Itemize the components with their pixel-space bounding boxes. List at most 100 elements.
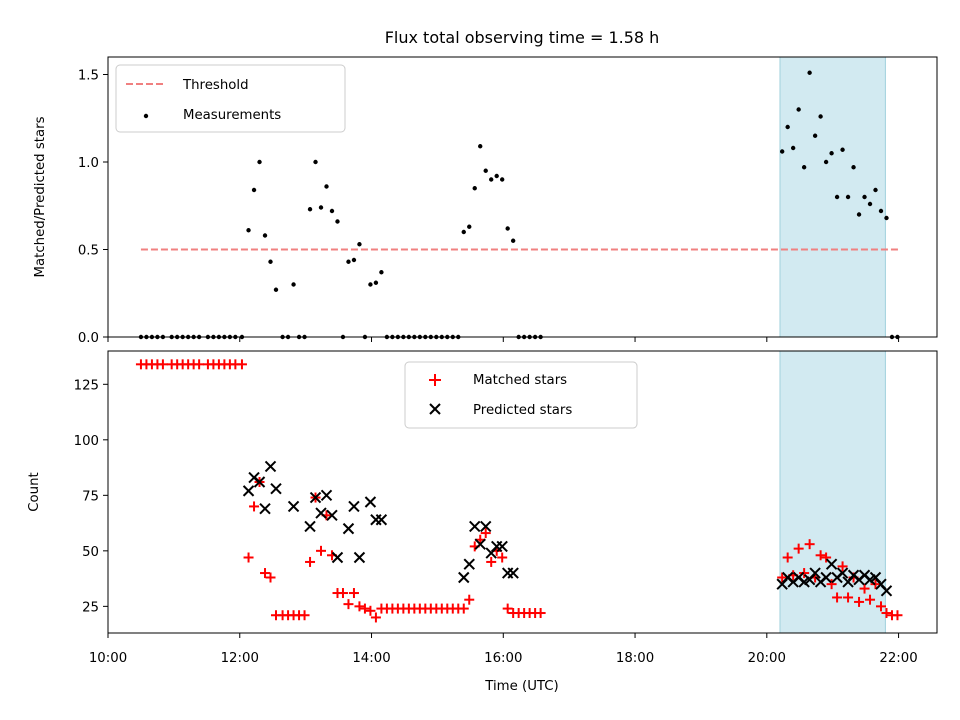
predicted-marker-b (287, 500, 300, 513)
top-legend-frame (115, 64, 346, 133)
matched-star-marker (821, 552, 832, 563)
predicted-marker-b (507, 567, 519, 579)
matched-star-marker (316, 545, 327, 556)
measurement-point (291, 282, 296, 287)
matched-star-marker (804, 539, 815, 550)
predicted-marker-b (364, 496, 377, 508)
matched-star-marker (854, 596, 865, 607)
predicted-star-marker (364, 496, 377, 508)
y-tick-label: 0.0 (78, 331, 99, 346)
predicted-marker-b (253, 476, 266, 488)
matched-star-marker (881, 608, 892, 619)
top-legend: Threshold Measurements (115, 64, 346, 133)
matched-star-marker (865, 594, 876, 605)
matched-star-marker (502, 603, 513, 614)
matched-star-marker (837, 561, 848, 572)
measurement-point (884, 215, 889, 221)
bottom-y-axis-label: Count (27, 472, 42, 512)
predicted-star-marker (507, 567, 519, 579)
matched-star-marker (843, 592, 854, 603)
measurement-point (467, 224, 472, 229)
measurement-point (873, 187, 878, 193)
predicted-marker-b (496, 540, 508, 553)
matched-star-marker (793, 543, 804, 554)
predicted-marker-b (474, 538, 486, 550)
predicted-marker-b (480, 520, 492, 533)
measurement-point (461, 229, 466, 235)
measurement-point (246, 228, 251, 233)
top-panel: 0.0 0.5 1.0 1.5 Matched/Predicted stars Thr… (33, 56, 938, 346)
measurement-point (505, 226, 510, 231)
measurement-point (823, 159, 829, 165)
predicted-marker-b (463, 558, 475, 570)
measurement-point (313, 159, 318, 165)
measurement-point (335, 219, 340, 224)
measurement-point (357, 242, 362, 247)
x-tick-label: 14:00 (352, 651, 390, 666)
measurement-point (379, 270, 384, 275)
matched-star-marker (305, 556, 316, 567)
predicted-star-marker (287, 500, 300, 513)
y-tick-label: 1.5 (78, 69, 99, 84)
predicted-star-marker (304, 520, 316, 533)
measurement-point (494, 173, 499, 179)
predicted-star-marker (242, 485, 255, 497)
x-tick-label: 10:00 (89, 651, 127, 666)
measurement-point (801, 165, 807, 170)
top-y-axis-label: Matched/Predicted stars (33, 116, 48, 277)
measurements-legend-swatch (143, 113, 149, 119)
matched-star-marker (370, 612, 381, 623)
bottom-legend: Matched stars Predicted stars (404, 361, 638, 429)
predicted-star-marker (309, 491, 322, 504)
matched-star-marker (194, 359, 205, 370)
predicted-marker-b (259, 502, 271, 515)
measurement-point (818, 114, 823, 119)
measurement-point (268, 259, 273, 264)
predicted-marker-b (880, 585, 893, 597)
matched-star-marker (832, 592, 843, 603)
predicted-marker-b (315, 507, 327, 519)
x-tick-label: 16:00 (484, 651, 522, 666)
predicted-star-marker (469, 520, 481, 533)
predicted-star-marker (315, 507, 327, 519)
matched-star-marker (260, 568, 271, 579)
matched-legend-label: Matched stars (473, 373, 567, 388)
matched-star-marker (243, 552, 254, 563)
chart-title: Flux total observing time = 1.58 h (385, 28, 660, 47)
matched-star-marker (892, 610, 903, 621)
predicted-star-marker (880, 585, 893, 597)
bottom-panel-frame (107, 350, 938, 634)
bottom-legend-frame (404, 361, 638, 429)
matched-legend-swatch (429, 374, 441, 386)
matched-star-marker (157, 359, 168, 370)
predicted-marker-b (348, 500, 360, 513)
predicted-marker-b (304, 520, 316, 533)
measurement-point (273, 287, 279, 292)
matched-star-marker (354, 601, 365, 612)
measurement-point (812, 133, 818, 138)
x-tick-label: 12:00 (221, 651, 259, 666)
predicted-marker-b (458, 571, 470, 584)
threshold-legend-label: Threshold (182, 78, 249, 93)
predicted-marker-b (809, 567, 821, 579)
predicted-marker-b (326, 509, 338, 522)
measurement-point (845, 194, 851, 200)
predicted-legend-swatch (429, 403, 441, 415)
matched-star-marker (876, 601, 887, 612)
measurement-point (351, 257, 357, 263)
predicted-star-marker (270, 482, 282, 495)
measurement-point (807, 70, 812, 75)
predicted-marker-b (242, 485, 255, 497)
predicted-marker-b (342, 522, 355, 535)
matched-star-marker (535, 608, 546, 619)
predicted-star-marker (463, 558, 475, 570)
predicted-star-marker (253, 476, 266, 488)
x-tick-label: 18:00 (616, 651, 654, 666)
matched-star-marker (249, 501, 260, 512)
predicted-marker-b (469, 520, 481, 533)
predicted-marker-b (820, 571, 832, 584)
predicted-marker-b (825, 558, 838, 570)
predicted-star-marker (326, 509, 338, 522)
x-tick-label: 22:00 (879, 651, 917, 666)
measurement-point (478, 144, 483, 149)
